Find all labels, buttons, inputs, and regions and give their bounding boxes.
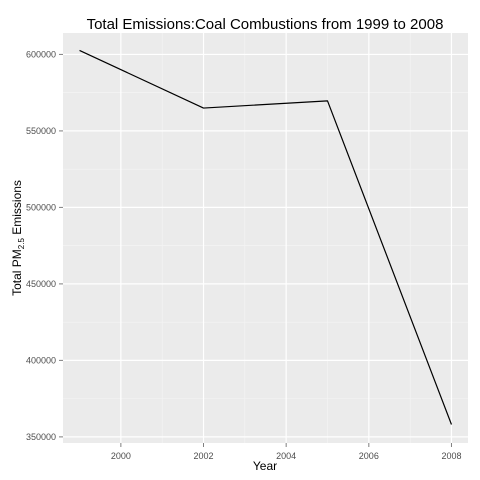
x-tick-label: 2002	[193, 451, 213, 461]
y-tick-label: 500000	[26, 202, 56, 212]
x-axis: 2000 2002 2004 2006 2008	[111, 443, 461, 461]
y-axis-title-subscript: 2.5	[17, 238, 26, 250]
y-axis-title-suffix: Emissions	[10, 180, 24, 238]
chart-title: Total Emissions:Coal Combustions from 19…	[87, 16, 444, 33]
series-layer	[79, 49, 453, 425]
y-tick-label: 350000	[26, 432, 56, 442]
plot-panel	[63, 33, 468, 443]
x-tick-label: 2000	[111, 451, 131, 461]
series-line	[79, 49, 453, 425]
x-tick-label: 2006	[359, 451, 379, 461]
y-tick-label: 550000	[26, 126, 56, 136]
x-axis-title: Year	[253, 459, 277, 473]
y-axis: 350000 400000 450000 500000 550000 600000	[26, 49, 63, 442]
y-axis-title-prefix: Total PM	[10, 249, 24, 296]
x-tick-label: 2008	[441, 451, 461, 461]
major-gridlines	[63, 33, 468, 443]
x-tick-label: 2004	[276, 451, 296, 461]
y-tick-label: 400000	[26, 355, 56, 365]
y-tick-label: 600000	[26, 49, 56, 59]
y-tick-label: 450000	[26, 279, 56, 289]
y-axis-title: Total PM2.5 Emissions	[10, 180, 26, 296]
